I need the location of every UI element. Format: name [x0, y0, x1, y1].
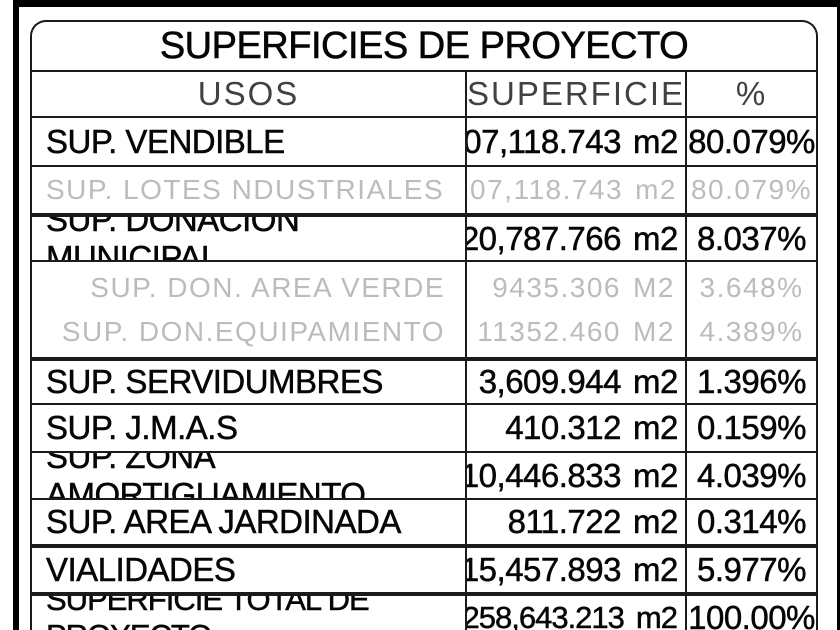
row-value-unit: m2	[635, 174, 677, 205]
row-label: SUP. DON.EQUIPAMIENTO	[61, 315, 445, 347]
row-value: 15,457.893 m2	[465, 548, 685, 592]
column-header-superficie: SUPERFICIE	[465, 72, 685, 116]
column-header-percent: %	[685, 72, 816, 116]
table-row-area-jardinada: SUP. AREA JARDINADA 811.722 m2 0.314%	[32, 498, 816, 544]
row-label: SUP. J.M.A.S	[46, 409, 238, 447]
row-value-number: 207,118.743	[465, 174, 624, 205]
row-value: 3,609.944 m2	[465, 361, 685, 403]
row-label: SUP. DON. AREA VERDE	[90, 271, 445, 303]
row-value-number: 11352.460	[477, 315, 621, 347]
row-label: SUP. SERVIDUMBRES	[46, 363, 384, 401]
table-row-servidumbres: SUP. SERVIDUMBRES 3,609.944 m2 1.396%	[32, 357, 816, 403]
row-value: 9435.306 M2	[467, 266, 677, 310]
row-percent: 5.977%	[685, 548, 816, 592]
row-value-unit: m2	[633, 219, 679, 257]
row-value-number: 10,446.833	[465, 456, 622, 494]
row-percent: 3.648%	[699, 271, 804, 303]
row-percent: 0.314%	[685, 500, 816, 544]
row-value: 258,643.213 m2	[465, 596, 685, 630]
column-header-usos: USOS	[197, 75, 300, 112]
row-percents: 3.648% 4.389%	[685, 262, 816, 357]
row-label: SUP. ZONA AMORTIGUAMIENTO	[46, 453, 366, 498]
row-value-unit: m2	[633, 456, 679, 494]
row-label: VIALIDADES	[46, 551, 236, 589]
row-values: 9435.306 M2 11352.460 M2	[465, 262, 685, 357]
row-value-unit: M2	[633, 271, 675, 303]
row-value-unit: M2	[633, 315, 675, 347]
row-value-number: 811.722	[507, 503, 621, 541]
row-label: SUP. DONACION MUNICIPAL	[46, 217, 300, 260]
row-labels: SUP. DON. AREA VERDE SUP. DON.EQUIPAMIEN…	[32, 262, 465, 357]
row-value: 10,446.833 m2	[465, 453, 685, 498]
row-label: SUP. VENDIBLE	[46, 122, 286, 160]
row-value-number: 258,643.213	[465, 600, 625, 630]
table-row-vendible: SUP. VENDIBLE 207,118.743 m2 80.079%	[32, 116, 816, 165]
row-value: 11352.460 M2	[467, 310, 677, 354]
row-percent: 4.039%	[685, 453, 816, 498]
row-value-number: 207,118.743	[465, 122, 622, 160]
row-percent: 80.079%	[685, 118, 816, 165]
row-value-number: 3,609.944	[478, 363, 621, 401]
table-row-donacion-municipal: SUP. DONACION MUNICIPAL 20,787.766 m2 8.…	[32, 213, 816, 260]
row-label: SUPERFICIE TOTAL DE PROYECTO	[46, 596, 370, 630]
table-row-lotes-industriales: SUP. LOTES NDUSTRIALES 207,118.743 m2 80…	[32, 165, 816, 213]
row-value-unit: m2	[633, 503, 679, 541]
table-row-donacion-breakdown: SUP. DON. AREA VERDE SUP. DON.EQUIPAMIEN…	[32, 260, 816, 357]
row-value-unit: m2	[635, 600, 679, 630]
superficies-table: SUPERFICIES DE PROYECTO USOS SUPERFICIE …	[30, 20, 818, 630]
row-value: 410.312 m2	[465, 405, 685, 451]
drawing-frame	[13, 0, 840, 630]
row-percent: 80.079%	[685, 167, 816, 213]
row-value-unit: m2	[633, 409, 679, 447]
row-value: 20,787.766 m2	[465, 217, 685, 260]
row-percent: 4.389%	[699, 315, 804, 347]
row-value-unit: m2	[633, 363, 679, 401]
row-value-unit: m2	[633, 122, 679, 160]
table-row-zona-amortiguamiento: SUP. ZONA AMORTIGUAMIENTO 10,446.833 m2 …	[32, 451, 816, 498]
table-row-jmas: SUP. J.M.A.S 410.312 m2 0.159%	[32, 403, 816, 451]
row-value: 207,118.743 m2	[465, 118, 685, 165]
table-row-total: SUPERFICIE TOTAL DE PROYECTO 258,643.213…	[32, 592, 816, 630]
row-label: SUP. AREA JARDINADA	[46, 503, 402, 541]
row-value-number: 20,787.766	[465, 219, 622, 257]
row-value: 811.722 m2	[465, 500, 685, 544]
row-percent: 8.037%	[685, 217, 816, 260]
row-percent: 1.396%	[685, 361, 816, 403]
row-percent: 0.159%	[685, 405, 816, 451]
table-header-row: USOS SUPERFICIE %	[32, 70, 816, 116]
row-value-number: 9435.306	[492, 271, 621, 303]
row-percent: 100.00%	[685, 596, 816, 630]
row-value-number: 15,457.893	[465, 551, 622, 589]
table-title: SUPERFICIES DE PROYECTO	[159, 24, 689, 67]
row-value-number: 410.312	[505, 409, 622, 447]
table-row-vialidades: VIALIDADES 15,457.893 m2 5.977%	[32, 544, 816, 592]
row-label: SUP. LOTES NDUSTRIALES	[46, 174, 445, 205]
row-value-unit: m2	[633, 551, 679, 589]
row-value: 207,118.743 m2	[465, 167, 685, 213]
